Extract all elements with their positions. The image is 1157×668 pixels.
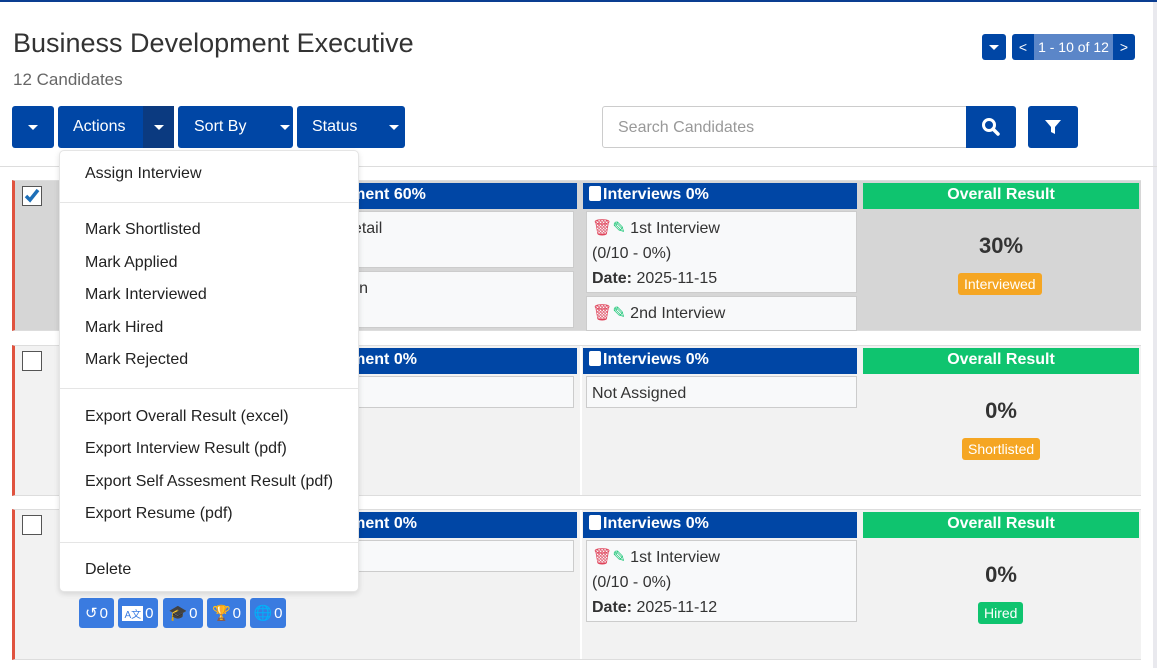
trash-icon[interactable]: 🗑 <box>592 305 613 322</box>
overall-header: Overall Result <box>863 183 1139 209</box>
actions-button[interactable]: Actions <box>58 106 174 148</box>
history-counter[interactable]: ↺ 0 <box>79 598 114 628</box>
overall-header: Overall Result <box>863 348 1139 374</box>
search-icon <box>982 118 1000 136</box>
menu-item-export-resume[interactable]: Export Resume (pdf) <box>85 505 233 522</box>
column-divider <box>580 346 582 495</box>
date-label: Date: <box>592 599 633 616</box>
divider <box>0 166 1157 167</box>
language-icon: A文 <box>122 605 144 621</box>
education-counter[interactable]: 🎓 0 <box>163 598 203 628</box>
top-border <box>0 0 1157 2</box>
checkmark-icon <box>24 188 40 203</box>
row-checkbox[interactable] <box>22 515 42 535</box>
overall-header: Overall Result <box>863 512 1139 538</box>
menu-divider <box>60 542 358 543</box>
trophy-icon: 🏆 <box>211 605 231 622</box>
date-label: Date: <box>592 270 633 287</box>
menu-item-export-overall[interactable]: Export Overall Result (excel) <box>85 408 289 425</box>
menu-item-assign-interview[interactable]: Assign Interview <box>85 165 202 182</box>
interviews-header: Interviews 0% <box>583 183 857 209</box>
prev-page-button[interactable]: < <box>1018 39 1028 55</box>
filter-icon <box>1045 120 1061 134</box>
sort-by-label: Sort By <box>194 118 247 135</box>
clipboard-icon <box>589 515 601 530</box>
interview-name: 1st Interview <box>630 220 720 237</box>
row-checkbox[interactable] <box>22 186 42 206</box>
edit-icon[interactable]: ✎ <box>612 220 626 237</box>
web-counter[interactable]: 🌐 0 <box>250 598 286 628</box>
menu-item-export-interview[interactable]: Export Interview Result (pdf) <box>85 440 287 457</box>
caret-down-icon <box>280 124 291 130</box>
interview-item: 🗑✎ 1st Interview (0/10 - 0%) Date: 2025-… <box>586 540 857 622</box>
interview-name: 1st Interview <box>630 549 720 566</box>
interview-status: Not Assigned <box>586 376 857 408</box>
filter-button[interactable] <box>1028 106 1078 148</box>
graduation-cap-icon: 🎓 <box>168 605 188 622</box>
interview-name: 2nd Interview <box>630 305 726 322</box>
search-button[interactable] <box>966 106 1016 148</box>
status-badge: Interviewed <box>958 273 1042 295</box>
overall-score: 30% <box>978 233 1024 258</box>
row-checkbox[interactable] <box>22 351 42 371</box>
caret-down-icon <box>389 124 400 130</box>
menu-item-delete[interactable]: Delete <box>85 561 132 578</box>
interview-item: 🗑✎ 2nd Interview <box>586 296 857 331</box>
caret-down-icon <box>153 124 164 130</box>
interviews-header: Interviews 0% <box>583 348 857 374</box>
achievements-counter[interactable]: 🏆 0 <box>207 598 246 628</box>
actions-toggle[interactable] <box>143 106 174 148</box>
overall-score: 0% <box>985 562 1017 587</box>
interview-score: (0/10 - 0%) <box>592 245 672 262</box>
status-button[interactable]: Status <box>297 106 405 148</box>
menu-item-mark-applied[interactable]: Mark Applied <box>85 254 178 271</box>
menu-item-mark-shortlisted[interactable]: Mark Shortlisted <box>85 221 201 238</box>
caret-down-icon <box>28 124 38 130</box>
menu-item-export-self-assessment[interactable]: Export Self Assesment Result (pdf) <box>85 473 334 490</box>
clipboard-icon <box>589 186 601 201</box>
interview-score: (0/10 - 0%) <box>592 574 672 591</box>
menu-item-mark-rejected[interactable]: Mark Rejected <box>85 351 189 368</box>
edit-icon[interactable]: ✎ <box>612 549 626 566</box>
next-page-button[interactable]: > <box>1119 39 1129 55</box>
actions-menu: Assign Interview Mark Shortlisted Mark A… <box>59 150 359 592</box>
pagination: < 1 - 10 of 12 > <box>1012 34 1135 60</box>
status-badge: Shortlisted <box>962 438 1041 460</box>
interview-date: 2025-11-12 <box>636 599 718 616</box>
status-badge: Hired <box>978 602 1024 624</box>
select-dropdown-button[interactable] <box>12 106 54 148</box>
candidate-count: 12 Candidates <box>13 70 123 89</box>
caret-down-icon <box>989 44 999 50</box>
sort-by-button[interactable]: Sort By <box>178 106 293 148</box>
interview-date: 2025-11-15 <box>636 270 718 287</box>
trash-icon[interactable]: 🗑 <box>592 549 613 566</box>
menu-item-mark-interviewed[interactable]: Mark Interviewed <box>85 286 207 303</box>
menu-divider <box>60 202 358 203</box>
menu-item-mark-hired[interactable]: Mark Hired <box>85 319 164 336</box>
status-label: Status <box>312 118 358 135</box>
overall-score: 0% <box>985 398 1017 423</box>
scrollbar[interactable] <box>1153 2 1157 668</box>
trash-icon[interactable]: 🗑 <box>592 220 613 237</box>
search-input[interactable]: Search Candidates <box>602 106 968 148</box>
language-counter[interactable]: A文 0 <box>118 598 158 628</box>
menu-divider <box>60 388 358 389</box>
page-range: 1 - 10 of 12 <box>1034 34 1113 60</box>
edit-icon[interactable]: ✎ <box>612 305 626 322</box>
clipboard-icon <box>589 351 601 366</box>
history-icon: ↺ <box>85 605 98 622</box>
actions-label: Actions <box>73 118 126 135</box>
interviews-header: Interviews 0% <box>583 512 857 538</box>
page-size-dropdown[interactable] <box>982 34 1006 60</box>
interview-item: 🗑✎ 1st Interview (0/10 - 0%) Date: 2025-… <box>586 211 857 293</box>
page-title: Business Development Executive <box>13 28 414 58</box>
globe-icon: 🌐 <box>253 605 273 622</box>
column-divider <box>580 510 582 659</box>
